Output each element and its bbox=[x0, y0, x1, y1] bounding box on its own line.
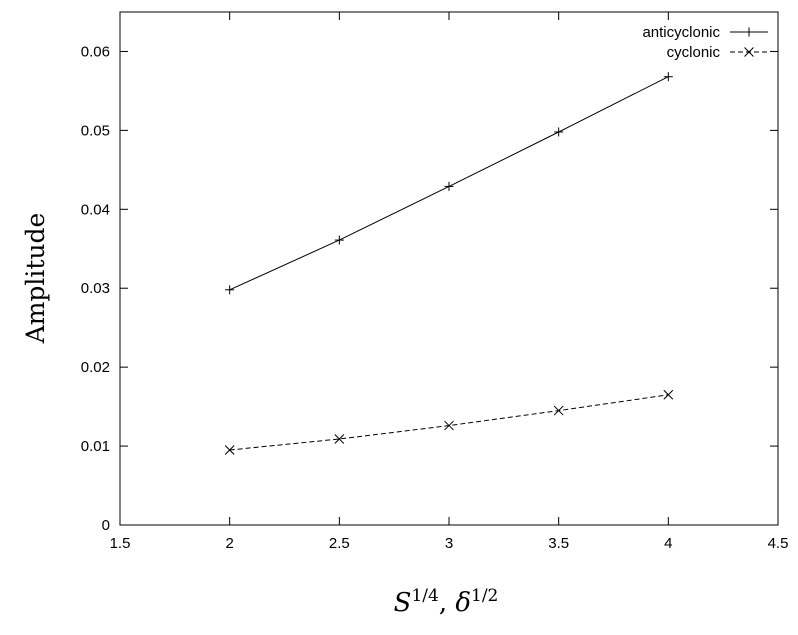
axes: 1.5 2 2.5 3 3.5 4 4.5 0 0.01 0.02 0.03 0.04 0.05 0.06 bbox=[81, 11, 789, 552]
legend-label-anticyclonic: anticyclonic bbox=[642, 24, 720, 41]
x-title-sup-s: 1/4 bbox=[411, 586, 438, 606]
y-tick-label: 0.03 bbox=[81, 280, 110, 297]
legend-label-cyclonic: cyclonic bbox=[667, 44, 721, 61]
series-line-cyclonic bbox=[229, 394, 669, 451]
legend-marker-cyclonic bbox=[744, 47, 754, 57]
x-title-sup-delta: 1/2 bbox=[471, 586, 498, 606]
data-point-cyclonic bbox=[663, 389, 674, 400]
y-tick-label: 0.02 bbox=[81, 359, 110, 376]
data-point-cyclonic bbox=[224, 445, 235, 455]
y-tick-label: 0.04 bbox=[81, 201, 110, 218]
y-tick-label: 0.06 bbox=[81, 43, 110, 60]
data-point-cyclonic bbox=[334, 434, 345, 444]
data-point-anticyclonic bbox=[554, 127, 564, 137]
y-axis-title: Amplitude bbox=[21, 213, 50, 345]
data-point-cyclonic bbox=[444, 420, 454, 431]
x-tick-label: 2 bbox=[225, 535, 233, 552]
x-title-base-s: S bbox=[394, 588, 412, 618]
x-tick-label: 4.5 bbox=[768, 535, 789, 552]
x-axis-title: S1/4, δ1/2 bbox=[394, 586, 499, 618]
legend: anticyclonic cyclonic bbox=[642, 24, 768, 61]
x-title-base-delta: δ bbox=[455, 588, 471, 618]
x-tick-label: 4 bbox=[664, 535, 672, 552]
x-title-separator: , bbox=[439, 588, 456, 618]
x-tick-label: 3.5 bbox=[548, 535, 569, 552]
x-tick-label: 3 bbox=[445, 535, 453, 552]
series-layer bbox=[224, 72, 674, 455]
plot-frame bbox=[119, 11, 779, 526]
data-point-cyclonic bbox=[553, 405, 564, 416]
data-point-anticyclonic bbox=[663, 72, 673, 82]
y-tick-label: 0 bbox=[102, 517, 110, 534]
data-point-anticyclonic bbox=[334, 235, 344, 245]
legend-marker-anticyclonic bbox=[744, 27, 754, 37]
y-tick-label: 0.05 bbox=[81, 122, 110, 139]
data-point-anticyclonic bbox=[444, 181, 454, 191]
x-tick-label: 2.5 bbox=[329, 535, 350, 552]
x-tick-label: 1.5 bbox=[110, 535, 131, 552]
y-tick-label: 0.01 bbox=[81, 438, 110, 455]
data-point-anticyclonic bbox=[225, 285, 235, 295]
